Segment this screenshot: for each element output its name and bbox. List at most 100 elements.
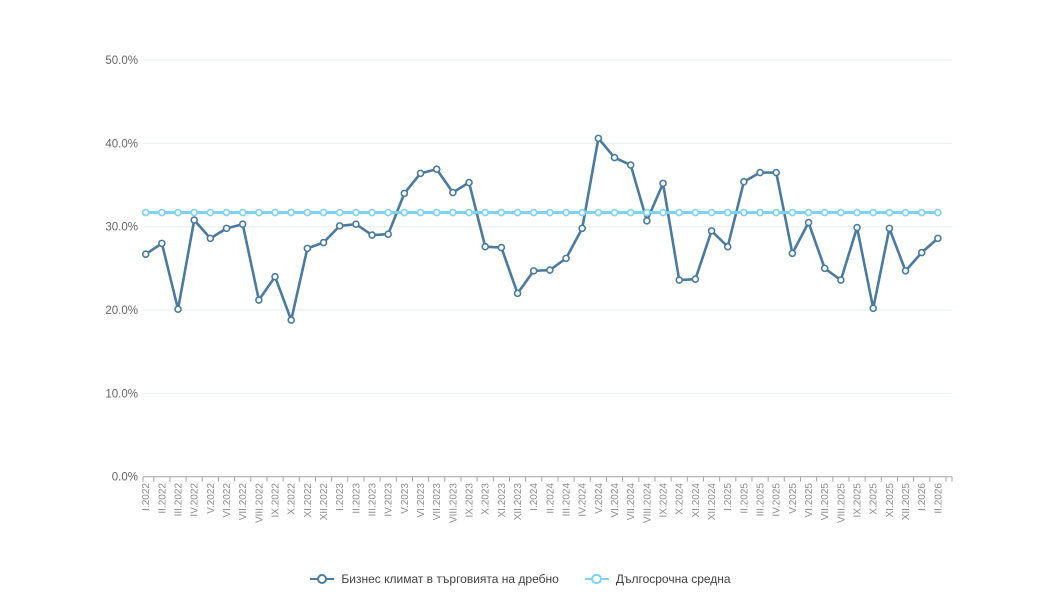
data-point-marker[interactable] (756, 168, 764, 177)
data-point-marker[interactable] (141, 208, 150, 217)
data-point-marker[interactable] (675, 208, 684, 217)
data-point-marker[interactable] (562, 254, 570, 263)
data-point-marker[interactable] (626, 161, 635, 169)
data-point-marker[interactable] (416, 208, 425, 217)
data-point-marker[interactable] (174, 305, 182, 314)
data-point-marker[interactable] (643, 208, 651, 217)
data-point-marker[interactable] (659, 208, 667, 217)
data-point-marker[interactable] (481, 208, 490, 217)
data-point-marker[interactable] (432, 165, 441, 174)
data-point-marker[interactable] (465, 178, 473, 187)
data-point-marker[interactable] (368, 208, 376, 217)
data-point-marker[interactable] (335, 208, 344, 217)
data-point-marker[interactable] (529, 208, 538, 217)
data-point-marker[interactable] (901, 208, 910, 217)
data-point-marker[interactable] (400, 208, 409, 217)
data-point-marker[interactable] (820, 208, 829, 217)
data-point-marker[interactable] (723, 208, 732, 217)
data-point-marker[interactable] (190, 208, 199, 217)
data-point-marker[interactable] (271, 208, 279, 217)
data-point-marker[interactable] (869, 208, 878, 217)
data-point-marker[interactable] (416, 169, 425, 178)
data-point-marker[interactable] (934, 208, 942, 217)
data-point-marker[interactable] (837, 208, 845, 217)
data-point-marker[interactable] (643, 217, 651, 225)
data-point-marker[interactable] (610, 153, 619, 162)
data-point-marker[interactable] (853, 208, 861, 217)
data-point-marker[interactable] (594, 208, 603, 217)
data-point-marker[interactable] (788, 208, 797, 217)
data-point-marker[interactable] (432, 208, 441, 217)
data-point-marker[interactable] (174, 208, 182, 217)
data-point-marker[interactable] (885, 208, 894, 217)
data-point-marker[interactable] (562, 208, 570, 217)
data-point-marker[interactable] (675, 276, 684, 284)
data-point-marker[interactable] (255, 208, 263, 217)
data-point-marker[interactable] (659, 179, 667, 188)
data-point-marker[interactable] (626, 208, 635, 217)
legend-item-long-term-average[interactable]: Дългосрочна средна (584, 572, 731, 586)
data-point-marker[interactable] (885, 224, 894, 233)
data-point-marker[interactable] (707, 227, 716, 235)
data-point-marker[interactable] (934, 234, 942, 243)
data-point-marker[interactable] (546, 266, 554, 274)
data-point-marker[interactable] (352, 220, 360, 229)
data-point-marker[interactable] (820, 264, 829, 273)
data-point-marker[interactable] (335, 222, 344, 230)
data-point-marker[interactable] (465, 208, 473, 217)
data-point-marker[interactable] (303, 244, 312, 253)
data-point-marker[interactable] (804, 218, 813, 227)
data-point-marker[interactable] (497, 208, 506, 217)
data-point-marker[interactable] (303, 208, 312, 217)
data-point-marker[interactable] (917, 248, 926, 257)
data-point-marker[interactable] (691, 208, 700, 217)
data-point-marker[interactable] (772, 168, 781, 177)
data-point-marker[interactable] (513, 289, 522, 298)
data-point-marker[interactable] (287, 208, 296, 217)
data-point-marker[interactable] (384, 230, 393, 239)
data-point-marker[interactable] (271, 272, 279, 281)
data-point-marker[interactable] (756, 208, 764, 217)
data-point-marker[interactable] (740, 177, 748, 186)
data-point-marker[interactable] (529, 267, 538, 275)
data-point-marker[interactable] (546, 208, 554, 217)
data-point-marker[interactable] (141, 250, 150, 259)
data-point-marker[interactable] (578, 208, 587, 217)
data-point-marker[interactable] (384, 208, 393, 217)
data-point-marker[interactable] (740, 208, 748, 217)
data-point-marker[interactable] (804, 208, 813, 217)
data-point-marker[interactable] (222, 208, 231, 217)
legend-item-business-climate[interactable]: Бизнес климат в търговията на дребно (310, 572, 559, 586)
data-point-marker[interactable] (206, 208, 215, 217)
data-point-marker[interactable] (594, 134, 603, 143)
data-point-marker[interactable] (481, 242, 490, 251)
data-point-marker[interactable] (158, 208, 166, 217)
data-point-marker[interactable] (837, 276, 845, 284)
data-point-marker[interactable] (255, 296, 263, 304)
data-point-marker[interactable] (319, 208, 328, 217)
data-point-marker[interactable] (238, 220, 247, 229)
data-point-marker[interactable] (578, 224, 587, 233)
data-point-marker[interactable] (497, 243, 506, 252)
data-point-marker[interactable] (238, 208, 247, 217)
data-point-marker[interactable] (707, 208, 716, 217)
data-point-marker[interactable] (206, 234, 215, 243)
data-point-marker[interactable] (917, 208, 926, 217)
data-point-marker[interactable] (869, 304, 878, 313)
data-point-marker[interactable] (610, 208, 619, 217)
data-point-marker[interactable] (901, 267, 910, 275)
data-point-marker[interactable] (449, 188, 457, 197)
data-point-marker[interactable] (449, 208, 457, 217)
data-point-marker[interactable] (287, 316, 296, 324)
data-point-marker[interactable] (158, 239, 166, 248)
data-point-marker[interactable] (400, 189, 409, 198)
data-point-marker[interactable] (788, 249, 797, 258)
data-point-marker[interactable] (190, 216, 199, 224)
data-point-marker[interactable] (853, 223, 861, 232)
data-point-marker[interactable] (222, 224, 231, 233)
data-point-marker[interactable] (513, 208, 522, 217)
data-point-marker[interactable] (691, 275, 700, 284)
data-point-marker[interactable] (772, 208, 781, 217)
data-point-marker[interactable] (368, 231, 376, 239)
data-point-marker[interactable] (352, 208, 360, 217)
